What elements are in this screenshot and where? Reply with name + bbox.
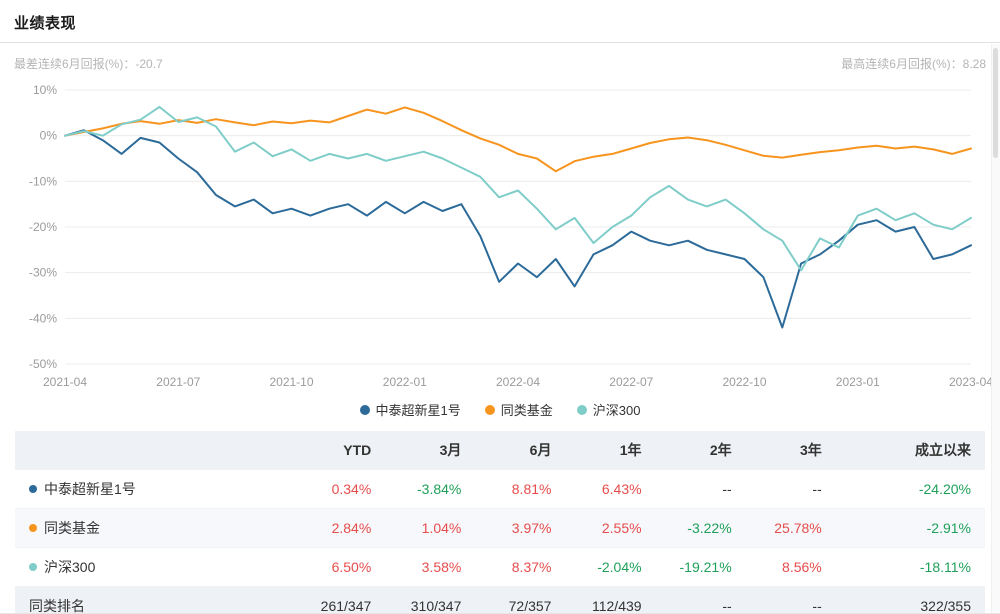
scrollbar[interactable] [991,44,1000,613]
table-header-period-7: 成立以来 [835,431,985,470]
legend-label: 中泰超新星1号 [375,403,461,418]
table-header-row: YTD 3月 6月 1年 2年 3年 成立以来 [15,431,985,470]
table-row: 同类排名 261/347 310/347 72/357 112/439 -- -- 322/3… [15,586,985,614]
value-cell: 112/439 [565,586,656,613]
value-cell: -3.22% [655,508,746,548]
performance-table: YTD 3月 6月 1年 2年 3年 成立以来 中泰超新星1号 0.34% -3.84% 8.81… [15,431,985,614]
value-cell: -24.20% [835,469,985,509]
y-axis-tick-label: -50% [29,357,57,371]
legend-label: 同类基金 [500,403,553,418]
chart-legend: 中泰超新星1号 同类基金 沪深300 [0,394,1000,429]
value-cell: -3.84% [385,469,476,509]
value-cell: -19.21% [655,547,746,587]
series-line-0 [64,129,972,329]
value-cell: 2.55% [565,508,656,548]
y-axis-tick-label: -40% [29,311,57,325]
x-axis-tick-label: 2021-04 [43,375,87,389]
row-name-cell: 同类排名 [15,586,296,614]
table-header-period-5: 2年 [655,431,746,470]
chart-canvas[interactable]: 10% 0% -10% -20% -30% -40% -50% 2021-04 2021-07 2… [15,76,993,394]
x-axis-tick-label: 2021-10 [269,375,313,389]
legend-dot-icon [359,404,370,415]
row-name-cell: 同类基金 [15,508,296,548]
return-stats-row: 最差连续6月回报(%)：-20.7 最高连续6月回报(%)：8.28 [0,43,1000,72]
table-row: 沪深300 6.50% 3.58% 8.37% -2.04% -19.21% 8.56% -1… [15,547,985,587]
series-line-1 [64,106,972,173]
value-cell: 2.84% [295,508,386,548]
value-cell: 6.43% [565,469,656,509]
legend-item-0[interactable]: 中泰超新星1号 [359,400,461,419]
legend-item-2[interactable]: 沪深300 [576,400,641,419]
x-axis-tick-label: 2023-04 [949,375,993,389]
section-header: 业绩表现 [0,0,1000,43]
table-header-period-6: 3年 [745,431,836,470]
y-axis-tick-label: -30% [29,266,57,280]
series-dot-icon [29,563,37,571]
row-name-label: 沪深300 [44,559,96,575]
table-header-period-2: 3月 [385,431,476,470]
performance-line-chart[interactable]: 10% 0% -10% -20% -30% -40% -50% 2021-04 2021-07 2… [0,72,1000,394]
value-cell: 322/355 [835,586,985,613]
x-axis-tick-label: 2022-10 [722,375,766,389]
value-cell: -18.11% [835,547,985,587]
y-axis-tick-label: 10% [33,83,57,97]
value-cell: -- [745,586,836,613]
value-cell: 3.97% [475,508,566,548]
row-name-label: 同类基金 [44,520,100,536]
worst-6m-return: 最差连续6月回报(%)：-20.7 [14,55,163,72]
table-header: YTD 3月 6月 1年 2年 3年 成立以来 [15,431,985,470]
value-cell: -- [745,469,836,509]
x-axis-tick-label: 2023-01 [836,375,880,389]
x-axis-tick-label: 2022-04 [496,375,540,389]
table-row: 同类基金 2.84% 1.04% 3.97% 2.55% -3.22% 25.78% -2.9… [15,508,985,548]
x-axis-tick-label: 2022-01 [383,375,427,389]
series-dot-icon [29,485,37,493]
value-cell: 25.78% [745,508,836,548]
y-axis-tick-label: -20% [29,220,57,234]
legend-item-1[interactable]: 同类基金 [484,400,553,419]
value-cell: 8.37% [475,547,566,587]
y-axis-tick-label: 0% [40,129,58,143]
table-row: 中泰超新星1号 0.34% -3.84% 8.81% 6.43% -- -- -24.20% [15,469,985,509]
best-6m-return-label: 最高连续6月回报(%)： [841,57,963,71]
value-cell: 3.58% [385,547,476,587]
value-cell: -2.91% [835,508,985,548]
table-body: 中泰超新星1号 0.34% -3.84% 8.81% 6.43% -- -- -24.20% 同… [15,469,985,614]
row-name-cell: 沪深300 [15,547,296,587]
value-cell: 6.50% [295,547,386,587]
x-axis-tick-label: 2022-07 [609,375,653,389]
x-axis-tick-label: 2021-07 [156,375,200,389]
value-cell: -2.04% [565,547,656,587]
series-line-2 [64,105,972,272]
worst-6m-return-value: -20.7 [135,57,163,71]
value-cell: 310/347 [385,586,476,613]
row-name-label: 中泰超新星1号 [44,481,136,497]
table-header-period-4: 1年 [565,431,656,470]
value-cell: 261/347 [295,586,386,613]
value-cell: 72/357 [475,586,566,613]
table-header-name [15,431,296,470]
table-header-period-3: 6月 [475,431,566,470]
table-header-period-1: YTD [295,431,386,470]
legend-dot-icon [576,404,587,415]
scrollbar-thumb[interactable] [993,48,998,158]
best-6m-return: 最高连续6月回报(%)：8.28 [841,55,986,72]
value-cell: 8.56% [745,547,836,587]
worst-6m-return-label: 最差连续6月回报(%)： [14,57,136,71]
row-name-label: 同类排名 [29,598,85,614]
value-cell: 1.04% [385,508,476,548]
value-cell: -- [655,586,746,613]
value-cell: -- [655,469,746,509]
legend-dot-icon [484,404,495,415]
best-6m-return-value: 8.28 [962,57,986,71]
value-cell: 0.34% [295,469,386,509]
value-cell: 8.81% [475,469,566,509]
y-axis-tick-label: -10% [29,174,57,188]
series-dot-icon [29,524,37,532]
section-title: 业绩表现 [14,15,77,32]
row-name-cell: 中泰超新星1号 [15,469,296,509]
legend-label: 沪深300 [592,403,641,418]
